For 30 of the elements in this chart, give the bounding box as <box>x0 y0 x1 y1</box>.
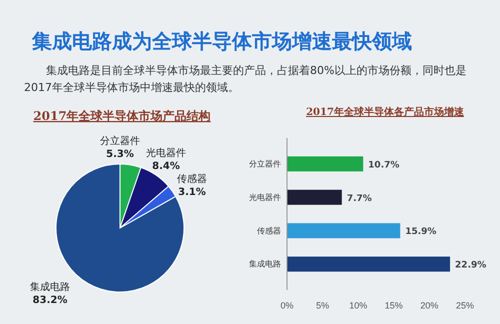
bar <box>287 156 364 172</box>
y-tick-label: 集成电路 <box>249 260 281 269</box>
data-label: 10.7% <box>368 160 400 170</box>
slice-label: 光电器件 <box>146 147 186 159</box>
chart-title: 2017年全球半导体市场产品结构 <box>33 109 211 123</box>
data-label: 83.2% <box>32 295 68 306</box>
chart-title: 2017年全球半导体各产品市场增速 <box>306 106 465 118</box>
slice-label: 传感器 <box>177 173 207 185</box>
data-label: 22.9% <box>455 260 486 271</box>
data-label: 7.7% <box>346 194 372 204</box>
slice-label: 分立器件 <box>100 135 140 147</box>
x-tick-label: 20% <box>420 300 438 310</box>
x-tick-label: 5% <box>316 300 330 310</box>
data-label: 5.3% <box>106 149 134 160</box>
data-label: 15.9% <box>405 227 436 238</box>
x-tick-label: 10% <box>349 300 368 310</box>
y-tick-label: 传感器 <box>257 226 281 236</box>
y-tick-label: 分立器件 <box>249 159 281 168</box>
x-tick-label: 15% <box>384 300 403 310</box>
x-tick-label: 0% <box>280 300 294 310</box>
slice-label: 集成电路 <box>30 281 70 293</box>
data-label: 3.1% <box>178 187 206 198</box>
text: 集成电路成为全球半导体市场增速最快领域 <box>31 29 412 53</box>
text: 集成电路是目前全球半导体市场最主要的产品，占据着80%以上的市场份额，同时也是2017年全球半导体市场中增速最快的领域。 <box>24 63 468 96</box>
x-tick-label: 25% <box>456 300 474 310</box>
data-label: 8.4% <box>152 161 180 172</box>
bar <box>287 190 342 205</box>
bar <box>287 256 450 272</box>
y-tick-label: 光电器件 <box>249 192 281 202</box>
bar <box>287 223 400 238</box>
